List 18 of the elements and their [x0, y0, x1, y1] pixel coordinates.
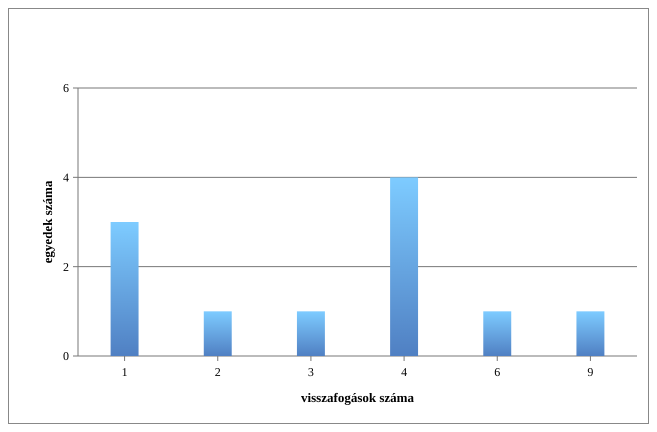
bar	[483, 311, 512, 356]
y-axis-title: egyedek száma	[40, 180, 55, 264]
bar	[390, 177, 418, 356]
x-tick-label: 1	[122, 365, 128, 379]
x-tick-label: 2	[214, 365, 221, 379]
x-tick-label: 3	[308, 365, 314, 379]
x-axis-title: visszafogások száma	[300, 390, 415, 405]
y-tick-label: 0	[63, 349, 69, 364]
y-tick-label: 6	[63, 81, 69, 96]
bar	[204, 311, 232, 356]
bar	[110, 222, 139, 356]
x-tick-label: 4	[401, 365, 408, 379]
bar	[296, 311, 325, 356]
x-tick-label: 9	[587, 365, 594, 379]
bar	[576, 311, 604, 356]
x-tick-label: 6	[494, 365, 500, 379]
y-tick-label: 4	[63, 170, 69, 185]
y-tick-label: 2	[63, 260, 69, 274]
